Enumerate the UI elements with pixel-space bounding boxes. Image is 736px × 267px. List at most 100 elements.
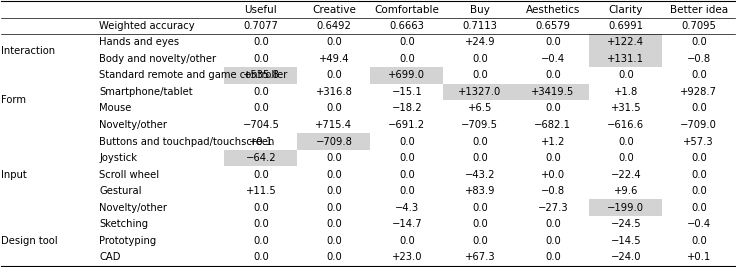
- Text: +67.3: +67.3: [464, 252, 495, 262]
- Text: +699.0: +699.0: [389, 70, 425, 80]
- Text: 0.0: 0.0: [691, 203, 707, 213]
- Text: 0.0: 0.0: [691, 70, 707, 80]
- Text: 0.6663: 0.6663: [389, 21, 425, 31]
- Text: 0.0: 0.0: [326, 70, 342, 80]
- Text: 0.0: 0.0: [399, 186, 415, 196]
- Text: 0.0: 0.0: [399, 54, 415, 64]
- Text: 0.0: 0.0: [472, 219, 488, 229]
- Text: 0.0: 0.0: [691, 236, 707, 246]
- Text: 0.0: 0.0: [253, 236, 269, 246]
- Text: 0.0: 0.0: [399, 170, 415, 180]
- Text: 0.0: 0.0: [253, 203, 269, 213]
- Text: Clarity: Clarity: [609, 5, 643, 15]
- Text: +57.3: +57.3: [684, 136, 714, 147]
- Text: +6.5: +6.5: [467, 103, 492, 113]
- Text: 0.0: 0.0: [326, 153, 342, 163]
- Text: Form: Form: [1, 95, 26, 105]
- Text: 0.0: 0.0: [399, 136, 415, 147]
- Text: Input: Input: [1, 170, 26, 180]
- Bar: [443, 84, 517, 100]
- Text: 0.0: 0.0: [253, 87, 269, 97]
- Bar: [224, 67, 297, 84]
- Bar: [297, 133, 370, 150]
- Text: 0.0: 0.0: [472, 236, 488, 246]
- Text: 0.7113: 0.7113: [462, 21, 498, 31]
- Text: −64.2: −64.2: [246, 153, 276, 163]
- Text: Sketching: Sketching: [99, 219, 149, 229]
- Text: −27.3: −27.3: [537, 203, 568, 213]
- Text: +23.0: +23.0: [392, 252, 422, 262]
- Text: +49.4: +49.4: [319, 54, 349, 64]
- Text: +131.1: +131.1: [607, 54, 644, 64]
- Text: 0.0: 0.0: [691, 153, 707, 163]
- Text: 0.0: 0.0: [472, 70, 488, 80]
- Text: Design tool: Design tool: [1, 236, 57, 246]
- Text: 0.0: 0.0: [472, 153, 488, 163]
- Text: 0.6991: 0.6991: [609, 21, 643, 31]
- Text: +1.8: +1.8: [614, 87, 638, 97]
- Text: Novelty/other: Novelty/other: [99, 203, 167, 213]
- Text: 0.0: 0.0: [326, 236, 342, 246]
- Text: 0.0: 0.0: [253, 103, 269, 113]
- Text: 0.0: 0.0: [326, 219, 342, 229]
- Text: −18.2: −18.2: [392, 103, 422, 113]
- Text: Mouse: Mouse: [99, 103, 132, 113]
- Text: −43.2: −43.2: [464, 170, 495, 180]
- Text: Gestural: Gestural: [99, 186, 142, 196]
- Text: CAD: CAD: [99, 252, 121, 262]
- Text: 0.0: 0.0: [253, 170, 269, 180]
- Text: 0.0: 0.0: [253, 54, 269, 64]
- Text: 0.0: 0.0: [691, 37, 707, 47]
- Text: 0.0: 0.0: [253, 37, 269, 47]
- Text: +122.4: +122.4: [607, 37, 644, 47]
- Text: −616.6: −616.6: [607, 120, 645, 130]
- Text: −691.2: −691.2: [389, 120, 425, 130]
- Text: 0.7077: 0.7077: [244, 21, 278, 31]
- Text: 0.0: 0.0: [545, 219, 561, 229]
- Text: 0.0: 0.0: [253, 219, 269, 229]
- Text: +3419.5: +3419.5: [531, 87, 575, 97]
- Text: 0.0: 0.0: [253, 252, 269, 262]
- Text: 0.0: 0.0: [618, 70, 634, 80]
- Text: Smartphone/tablet: Smartphone/tablet: [99, 87, 193, 97]
- Text: 0.0: 0.0: [545, 236, 561, 246]
- Text: Creative: Creative: [312, 5, 356, 15]
- Text: −15.1: −15.1: [392, 87, 422, 97]
- Text: 0.6579: 0.6579: [535, 21, 570, 31]
- Text: 0.0: 0.0: [545, 252, 561, 262]
- Text: 0.0: 0.0: [399, 236, 415, 246]
- Text: Weighted accuracy: Weighted accuracy: [99, 21, 195, 31]
- Text: Prototyping: Prototyping: [99, 236, 157, 246]
- Bar: [590, 199, 662, 216]
- Text: −14.5: −14.5: [610, 236, 641, 246]
- Text: 0.0: 0.0: [472, 203, 488, 213]
- Text: −24.0: −24.0: [611, 252, 641, 262]
- Text: Better idea: Better idea: [670, 5, 728, 15]
- Text: 0.0: 0.0: [618, 153, 634, 163]
- Bar: [517, 84, 590, 100]
- Text: 0.0: 0.0: [545, 70, 561, 80]
- Text: 0.0: 0.0: [545, 153, 561, 163]
- Text: 0.0: 0.0: [326, 252, 342, 262]
- Text: +0.0: +0.0: [541, 170, 565, 180]
- Text: Interaction: Interaction: [1, 46, 55, 56]
- Text: −709.8: −709.8: [316, 136, 353, 147]
- Text: Scroll wheel: Scroll wheel: [99, 170, 160, 180]
- Text: +316.8: +316.8: [316, 87, 353, 97]
- Text: 0.0: 0.0: [545, 103, 561, 113]
- Text: +9.6: +9.6: [614, 186, 638, 196]
- Text: Buy: Buy: [470, 5, 490, 15]
- Bar: [590, 34, 662, 50]
- Text: −682.1: −682.1: [534, 120, 571, 130]
- Text: Comfortable: Comfortable: [375, 5, 439, 15]
- Text: 0.6492: 0.6492: [316, 21, 351, 31]
- Text: −709.0: −709.0: [680, 120, 717, 130]
- Text: +928.7: +928.7: [680, 87, 718, 97]
- Text: −14.7: −14.7: [392, 219, 422, 229]
- Text: 0.0: 0.0: [472, 54, 488, 64]
- Text: 0.0: 0.0: [326, 203, 342, 213]
- Text: +31.5: +31.5: [610, 103, 641, 113]
- Text: 0.0: 0.0: [399, 153, 415, 163]
- Text: +0.1: +0.1: [249, 136, 273, 147]
- Text: +83.9: +83.9: [464, 186, 495, 196]
